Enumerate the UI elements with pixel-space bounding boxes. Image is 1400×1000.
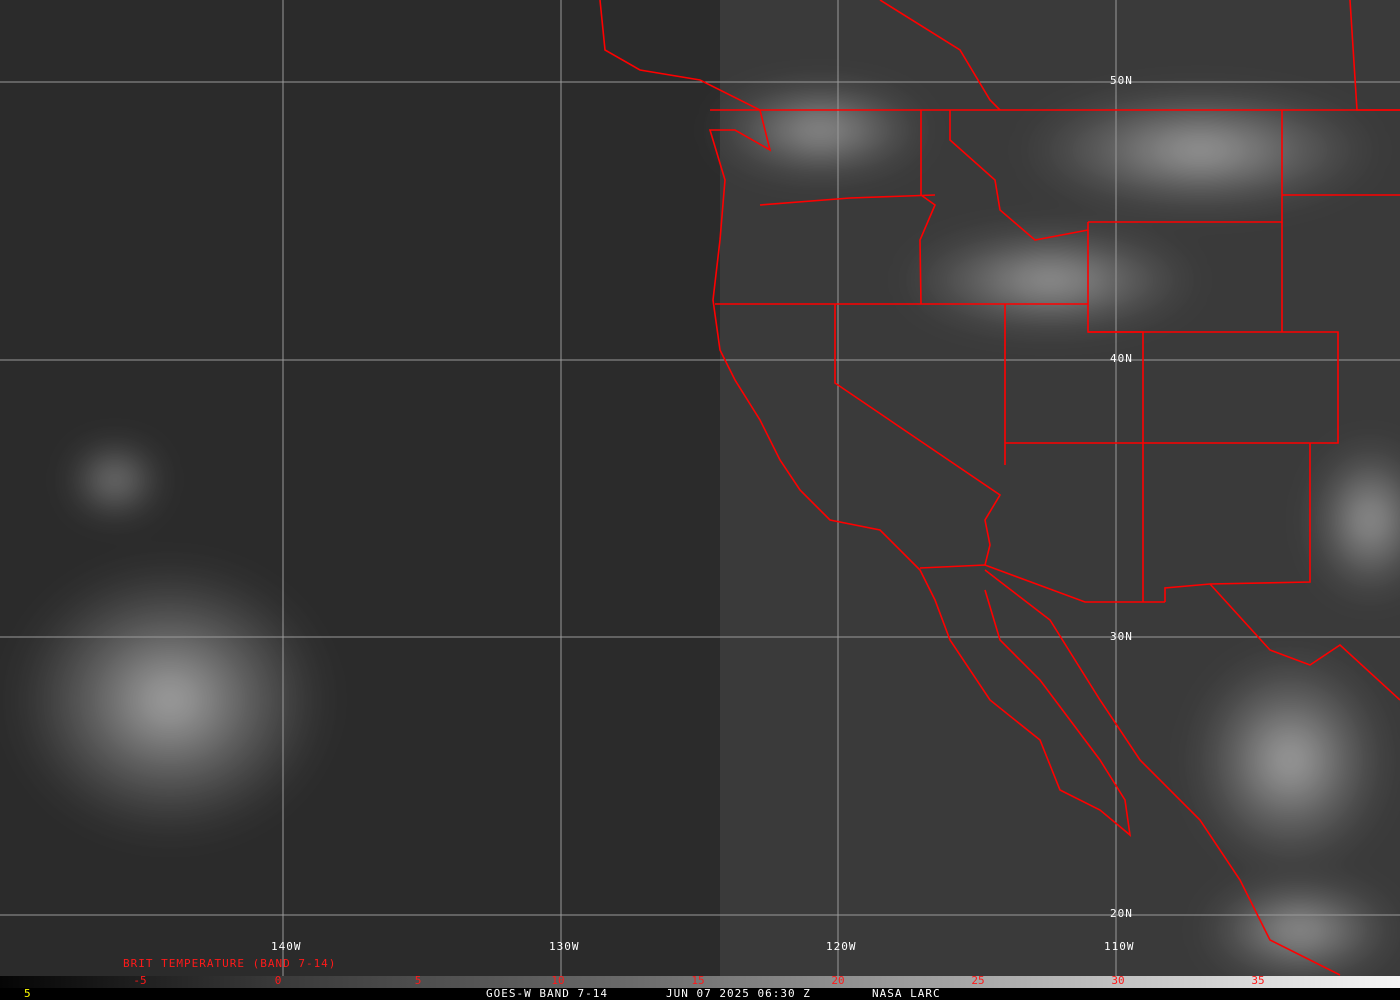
border-41n xyxy=(1005,331,1339,444)
lon-label-120w: 120W xyxy=(826,940,857,953)
lon-label-130w: 130W xyxy=(549,940,580,953)
lat-label-30n: 30N xyxy=(1110,630,1133,643)
scale-tick: 25 xyxy=(971,974,985,987)
scale-tick: 5 xyxy=(414,974,422,987)
border-wa-or xyxy=(759,194,936,206)
lat-label-50n: 50N xyxy=(1110,74,1133,87)
lon-label-140w: 140W xyxy=(271,940,302,953)
political-borders xyxy=(599,0,1400,976)
lat-label-20n: 20N xyxy=(1110,907,1133,920)
footer-bar: 5 GOES-W BAND 7-14 JUN 07 2025 06:30 Z N… xyxy=(0,987,1400,1000)
border-northeast xyxy=(1349,0,1400,111)
scale-tick: 20 xyxy=(831,974,845,987)
scale-tick: -5 xyxy=(133,974,147,987)
lon-label-110w: 110W xyxy=(1104,940,1135,953)
border-tx-mexico xyxy=(1209,583,1400,701)
scale-tick: 15 xyxy=(691,974,705,987)
scale-tick: 35 xyxy=(1251,974,1265,987)
satellite-map xyxy=(0,0,1400,976)
scale-tick: 0 xyxy=(274,974,282,987)
border-ca-nv xyxy=(834,304,1002,566)
coastline-pacific xyxy=(599,0,1132,837)
border-bc xyxy=(879,0,1001,111)
product-label: GOES-W BAND 7-14 xyxy=(486,987,608,1000)
legend-title: BRIT TEMPERATURE (BAND 7-14) xyxy=(123,957,337,970)
lat-label-40n: 40N xyxy=(1110,352,1133,365)
scale-tick: 10 xyxy=(551,974,565,987)
border-id-mt xyxy=(949,110,1089,241)
datetime-label: JUN 07 2025 06:30 Z xyxy=(666,987,811,1000)
coastline-mexico-mainland xyxy=(984,569,1341,976)
corner-value: 5 xyxy=(24,987,32,1000)
scale-tick: 30 xyxy=(1111,974,1125,987)
border-mexico xyxy=(919,564,1165,603)
graticule xyxy=(0,0,1400,976)
color-scale-bar: -5 0 5 10 15 20 25 30 35 xyxy=(0,974,1400,988)
cloud-layer xyxy=(10,85,1400,976)
source-label: NASA LARC xyxy=(872,987,941,1000)
border-or-id xyxy=(919,110,936,305)
